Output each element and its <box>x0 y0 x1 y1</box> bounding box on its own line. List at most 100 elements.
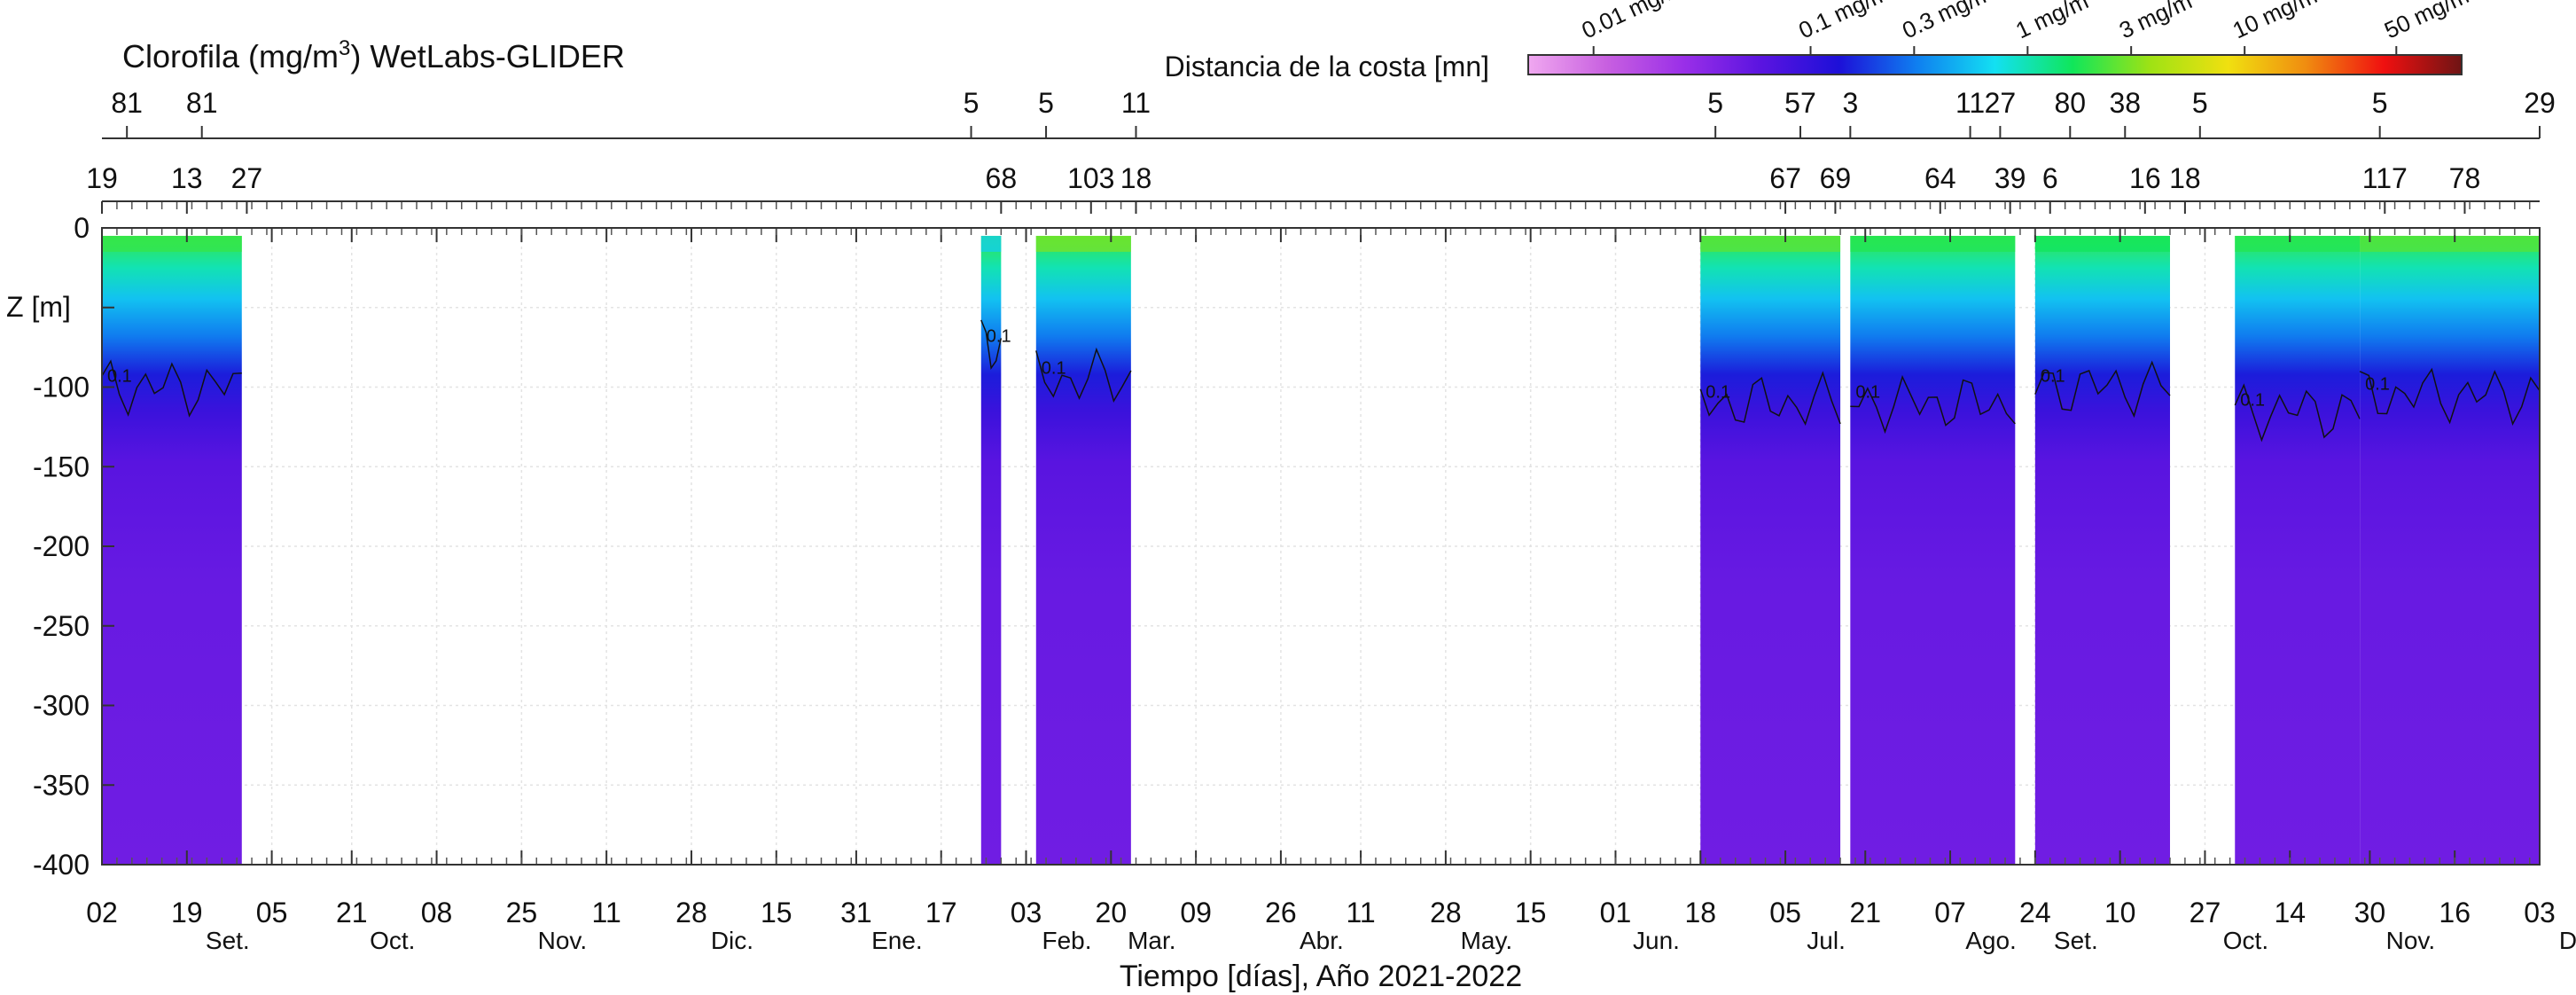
x-tick-label: 19 <box>171 897 203 928</box>
x-month-label: Set. <box>206 927 250 954</box>
data-segment <box>2360 235 2540 866</box>
segment-surface-bloom <box>1850 235 2016 252</box>
contour-line <box>2234 383 2361 443</box>
x-month-label: Feb. <box>1042 927 1092 954</box>
distance-label-upper: 81 <box>111 87 143 119</box>
segment-surface-bloom <box>102 235 242 252</box>
distance-label-lower: 27 <box>231 162 263 194</box>
data-segment <box>1700 235 1841 866</box>
segment-surface-bloom <box>1035 235 1131 252</box>
plot-frame <box>101 227 2541 866</box>
y-tick-label: -250 <box>33 610 90 642</box>
contour-label: 0.1 <box>1855 382 1880 402</box>
distance-label-lower: 69 <box>1820 162 1852 194</box>
segment-surface-bloom <box>2360 235 2540 252</box>
colorbar-tick-label: 0.1 mg/m³ <box>1794 0 1900 43</box>
distance-label-lower: 117 <box>2362 162 2408 194</box>
contour-line <box>101 359 242 418</box>
distance-label-upper: 81 <box>186 87 218 119</box>
distance-label-upper: 11 <box>1955 87 1985 119</box>
y-tick-label: -400 <box>33 849 90 881</box>
distance-label-lower: 103 <box>1067 162 1114 194</box>
distance-label-upper: 38 <box>2109 87 2141 119</box>
contour-line <box>1699 371 1841 427</box>
x-tick-label: 09 <box>1180 897 1212 928</box>
x-month-label: Ene. <box>871 927 923 954</box>
contour-label: 0.1 <box>2365 374 2390 394</box>
distance-axis-label: Distancia de la costa [mn] <box>1165 51 1489 82</box>
colorbar: 0.01 mg/m³ 0.1 mg/m³0.3 mg/m³ 1 mg/m³ 3 mg/… <box>1527 0 2480 75</box>
x-month-label: Abr. <box>1300 927 1344 954</box>
contour-label: 0.1 <box>987 327 1011 347</box>
distance-label-lower: 67 <box>1769 162 1801 194</box>
distance-label-upper: 11 <box>1121 87 1151 119</box>
distance-label-upper: 5 <box>2372 87 2388 119</box>
distance-label-upper: 5 <box>1038 87 1054 119</box>
x-tick-label: 15 <box>1515 897 1547 928</box>
distance-label-lower: 78 <box>2449 162 2481 194</box>
distance-label-lower: 13 <box>171 162 203 194</box>
data-segment <box>1035 235 1131 866</box>
x-month-label: Oct. <box>2223 927 2268 954</box>
contour-label: 0.1 <box>107 367 132 387</box>
distance-label-lower: 39 <box>1994 162 2026 194</box>
segment-surface-bloom <box>2235 235 2361 252</box>
x-month-label: Oct. <box>370 927 415 954</box>
y-tick-label: -300 <box>33 690 90 722</box>
y-tick-label: -350 <box>33 769 90 801</box>
x-tick-label: 17 <box>925 897 957 928</box>
x-tick-label: 14 <box>2274 897 2306 928</box>
chart-title-suffix: ) WetLabs-GLIDER <box>350 38 624 74</box>
contour-label: 0.1 <box>2240 390 2265 410</box>
distance-label-upper: 27 <box>1985 87 2017 119</box>
contour-line <box>1035 347 1132 403</box>
distance-label-lower: 19 <box>86 162 118 194</box>
contour-line <box>2359 367 2541 427</box>
x-tick-label: 21 <box>336 897 368 928</box>
distance-label-lower: 68 <box>986 162 1018 194</box>
segment-surface-bloom <box>980 235 1002 252</box>
x-month-label: Ago. <box>1965 927 2017 954</box>
distance-label-upper: 5 <box>1707 87 1723 119</box>
distance-label-lower: 18 <box>1120 162 1152 194</box>
x-tick-label: 31 <box>840 897 872 928</box>
colorbar-tick-label: 50 mg/m³ <box>2380 0 2480 43</box>
x-tick-label: 05 <box>1769 897 1801 928</box>
x-month-label: Dic. <box>2559 927 2576 954</box>
data-segment <box>102 235 242 866</box>
segment-surface-bloom <box>2034 235 2170 252</box>
x-tick-label: 10 <box>2104 897 2136 928</box>
data-segment <box>1850 235 2016 866</box>
x-month-label: Nov. <box>538 927 588 954</box>
distance-label-upper: 5 <box>2192 87 2208 119</box>
x-month-label: May. <box>1461 927 1513 954</box>
x-tick-label: 05 <box>256 897 288 928</box>
chart-title-prefix: Clorofila (mg/m <box>122 38 339 74</box>
x-tick-label: 30 <box>2354 897 2386 928</box>
x-tick-label: 28 <box>675 897 707 928</box>
grid-lines <box>101 227 2541 866</box>
x-month-label: Dic. <box>711 927 753 954</box>
x-tick-label: 03 <box>2524 897 2556 928</box>
x-month-label: Set. <box>2054 927 2098 954</box>
x-tick-label: 11 <box>1346 897 1375 928</box>
distance-label-lower: 6 <box>2042 162 2058 194</box>
x-tick-label: 24 <box>2019 897 2051 928</box>
colorbar-tick-label: 0.01 mg/m³ <box>1578 0 1695 43</box>
x-month-label: Mar. <box>1128 927 1175 954</box>
data-segment <box>2034 235 2170 866</box>
colorbar-tick-label: 10 mg/m³ <box>2229 0 2329 43</box>
x-axis-label: Tiempo [días], Año 2021-2022 <box>1120 960 1522 993</box>
distance-label-upper: 3 <box>1842 87 1858 119</box>
y-tick-label: -150 <box>33 450 90 482</box>
x-tick-label: 15 <box>761 897 792 928</box>
contour-line <box>1850 374 2016 435</box>
y-tick-label: -200 <box>33 530 90 562</box>
colorbar-tick-label: 3 mg/m³ <box>2115 0 2203 43</box>
x-tick-label: 08 <box>421 897 453 928</box>
distance-label-lower: 64 <box>1924 162 1956 194</box>
data-segments: 0.1 0.1 0.1 0.1 0.1 0.1 0.1 0.1 <box>101 235 2541 866</box>
colorbar-tick-label: 0.3 mg/m³ <box>1898 0 2003 43</box>
data-segment <box>980 235 1002 866</box>
